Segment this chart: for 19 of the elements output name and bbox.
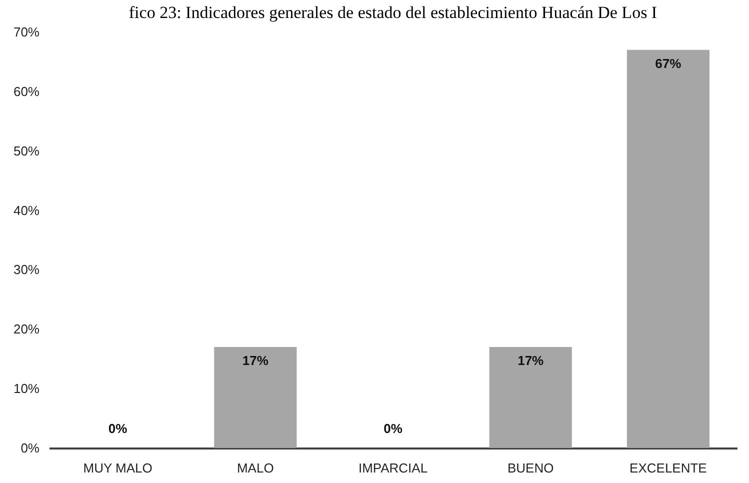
- y-tick-label: 60%: [13, 84, 40, 99]
- chart-title: fico 23: Indicadores generales de estado del establecimiento Huacán De Los I: [128, 3, 658, 22]
- data-label: 0%: [384, 421, 403, 436]
- y-tick-label: 20%: [13, 322, 40, 337]
- data-label: 17%: [518, 352, 544, 368]
- x-tick-label: IMPARCIAL: [358, 460, 428, 476]
- y-tick-label: 50%: [13, 143, 40, 158]
- x-tick-label: BUENO: [507, 460, 554, 476]
- y-tick-label: 0%: [20, 440, 40, 456]
- y-tick-label: 70%: [13, 24, 40, 40]
- data-label: 0%: [108, 421, 128, 436]
- y-tick-label: 10%: [13, 381, 40, 396]
- data-label: 17%: [242, 352, 269, 368]
- data-label: 67%: [655, 56, 682, 71]
- y-tick-label: 30%: [13, 262, 40, 278]
- x-tick-label: EXCELENTE: [630, 460, 708, 476]
- y-tick-label: 40%: [13, 202, 40, 218]
- x-tick-label: MUY MALO: [83, 460, 152, 476]
- x-tick-label: MALO: [236, 460, 274, 476]
